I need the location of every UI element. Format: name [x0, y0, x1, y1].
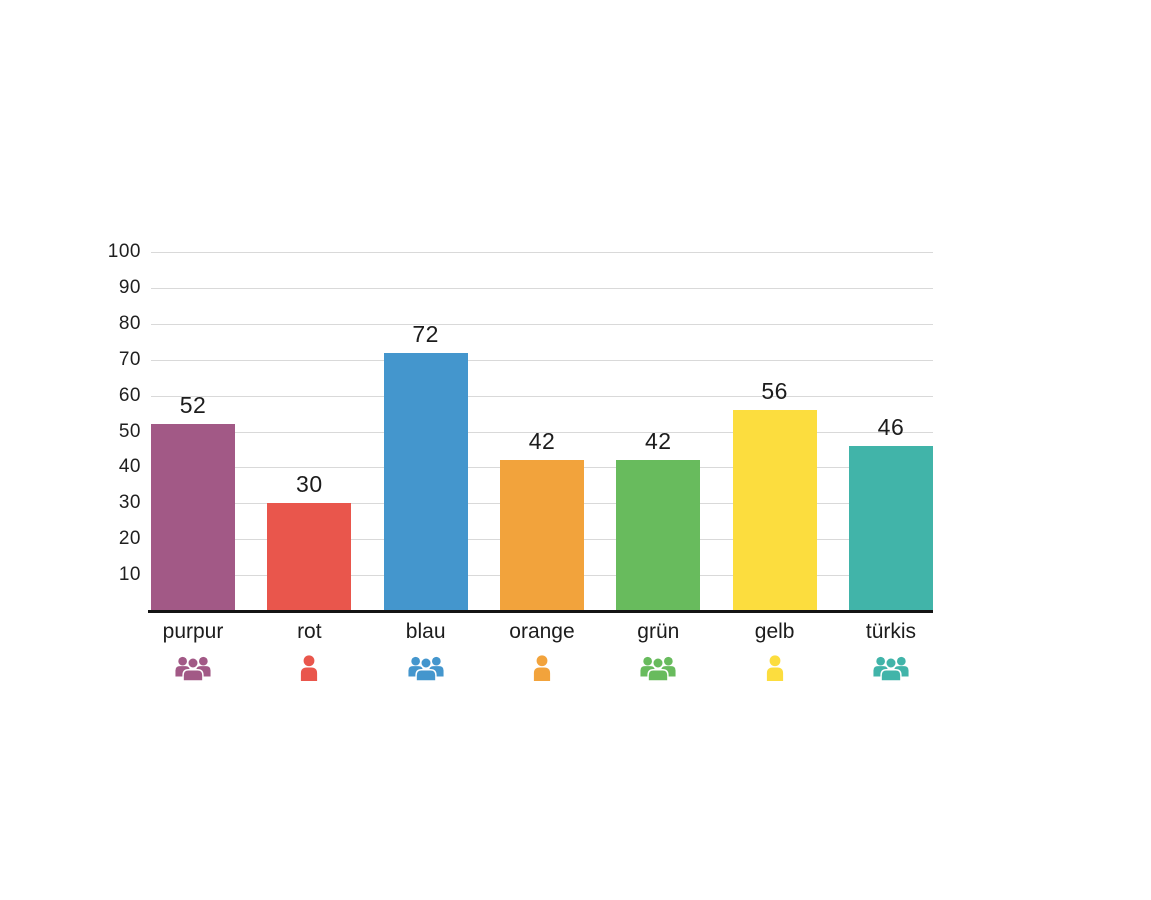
- plot-area: 100 90 80 70 60 50 40 30 20 10 52 30 72 42 42 56 46: [108, 241, 933, 613]
- x-category-grün: grün: [616, 619, 700, 682]
- bar-value-label: 72: [412, 320, 439, 347]
- bar-value-label: 42: [645, 428, 672, 455]
- user-icon: [298, 653, 320, 682]
- y-tick-label: 10: [118, 564, 141, 586]
- bar-value-label: 30: [296, 471, 323, 498]
- x-category-label: türkis: [865, 620, 917, 643]
- gridline: [151, 252, 933, 253]
- x-category-rot: rot: [267, 619, 351, 682]
- y-tick-label: 20: [118, 528, 141, 550]
- bar-türkis: 46: [848, 414, 933, 611]
- x-category-blau: blau: [384, 619, 468, 682]
- gridline: [151, 431, 933, 433]
- x-category-label: rot: [297, 620, 322, 643]
- gridline: [151, 287, 933, 289]
- x-category-purpur: purpur: [151, 619, 235, 682]
- users-icon: [408, 653, 444, 682]
- y-tick-label: 30: [118, 492, 141, 514]
- y-tick-label: 80: [118, 312, 141, 334]
- y-tick-label: 40: [118, 456, 141, 478]
- y-tick-label: 90: [118, 276, 141, 298]
- users-icon: [873, 653, 909, 682]
- x-category-türkis: türkis: [849, 619, 933, 682]
- gridline: [151, 323, 933, 325]
- users-icon: [640, 653, 676, 682]
- bar-blau: 72: [383, 321, 468, 611]
- x-category-gelb: gelb: [733, 619, 817, 682]
- bar-grün: 42: [616, 428, 701, 611]
- y-tick-label: 60: [118, 384, 141, 406]
- y-tick-label: 50: [118, 420, 141, 442]
- bar-rot: 30: [267, 471, 352, 611]
- gridline: [151, 395, 933, 397]
- bar-purpur: 52: [151, 392, 235, 611]
- bars-row: 52 30 72 42 42 56 46: [151, 252, 933, 611]
- user-icon: [531, 653, 553, 682]
- bar-value-label: 56: [761, 377, 788, 404]
- x-category-orange: orange: [500, 619, 584, 682]
- bar-value-label: 46: [877, 413, 905, 440]
- bar-gelb: 56: [732, 378, 817, 611]
- gridline: [151, 359, 933, 361]
- x-axis-labels: purpur rot blau orange grün gelb türkis: [151, 619, 933, 682]
- users-icon: [175, 653, 211, 682]
- x-category-label: orange: [509, 620, 575, 643]
- y-tick-label: 70: [118, 348, 141, 370]
- x-category-label: purpur: [162, 620, 224, 643]
- bar-value-label: 42: [528, 428, 556, 455]
- bar-orange: 42: [499, 428, 584, 611]
- bar-value-label: 52: [179, 392, 207, 419]
- x-axis-line: [148, 610, 933, 613]
- x-category-label: grün: [637, 620, 680, 643]
- user-icon: [764, 653, 786, 682]
- x-category-label: gelb: [754, 620, 795, 643]
- x-category-label: blau: [405, 620, 446, 643]
- y-tick-label: 100: [107, 241, 141, 262]
